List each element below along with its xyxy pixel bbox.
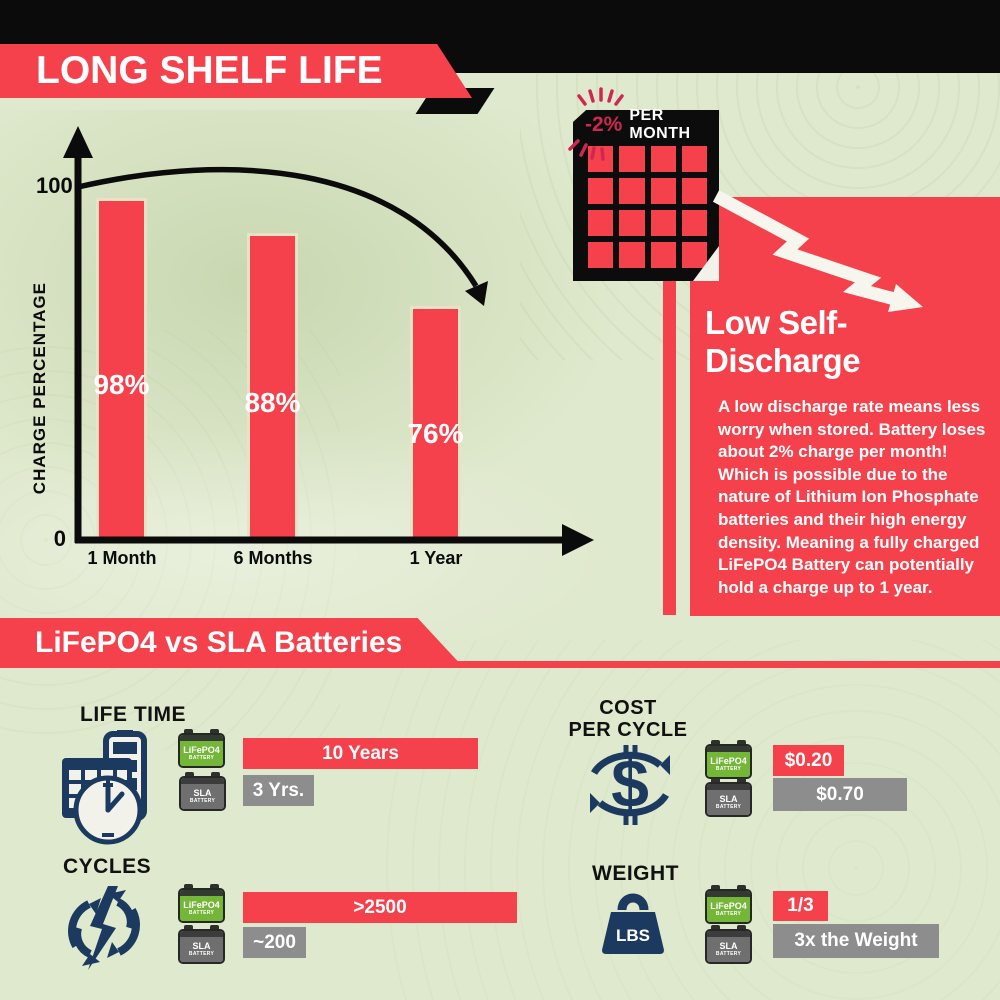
y-axis-tick-100: 100 [36,173,73,198]
sla-battery-icon: SLA BATTERY [705,925,752,964]
x-axis-category: 6 Months [233,548,313,568]
comparison-title: LiFePO4 vs SLA Batteries [35,626,403,659]
cycles-sla-bar: ~200 [243,927,306,958]
weight-sla-bar: 3x the Weight [773,924,939,958]
cost-sla-bar: $0.70 [773,778,907,811]
bar-1-month: 98% [93,198,150,540]
bar-6-months: 88% [244,233,301,540]
weight-title: WEIGHT [592,862,679,885]
lifepo4-battery-icon: LiFePO4 BATTERY [705,740,752,779]
y-axis-arrowhead-icon [63,126,93,158]
x-axis-category: 1 Year [409,548,463,568]
svg-text:$: $ [611,746,649,822]
low-self-discharge-panel: Low Self-Discharge A low discharge rate … [690,197,1000,616]
cycles-title: CYCLES [63,855,152,878]
calendar-battery-clock-icon [62,730,147,845]
sla-battery-icon: SLA BATTERY [705,778,752,817]
cost-lifepo4-bar: $0.20 [773,745,844,776]
dollar-cycle-icon: $ [590,745,670,825]
lifepo4-battery-icon: LiFePO4 BATTERY [178,729,225,768]
cost-title: COST PER CYCLE [568,697,688,741]
discharge-rate-suffix: PER MONTH [629,107,691,142]
panel-accent-stripe [663,255,676,615]
sla-battery-icon: SLA BATTERY [179,772,226,811]
x-axis-category: 1 Month [87,548,157,568]
lifetime-lifepo4-bar: 10 Years [243,738,478,769]
lifetime-sla-bar: 3 Yrs. [243,775,314,806]
bar-value-label: 98% [93,369,150,400]
sla-battery-icon: SLA BATTERY [178,925,225,964]
svg-text:LBS: LBS [616,926,650,945]
weight-lifepo4-bar: 1/3 [773,891,828,921]
panel-body-text: A low discharge rate means less worry wh… [718,397,986,597]
comparison-ribbon: LiFePO4 vs SLA Batteries [0,618,464,668]
lifetime-title: LIFE TIME [80,703,186,726]
bar-value-label: 76% [407,418,464,450]
background-blob [0,420,620,640]
lifepo4-battery-icon: LiFePO4 BATTERY [178,884,225,923]
decline-arrowhead-icon [465,281,488,306]
cycles-lifepo4-bar: >2500 [243,892,517,923]
y-axis-label: CHARGE PERCENTAGE [30,282,49,495]
calendar-caption: -2% PER MONTH [573,107,719,142]
calendar-grid [588,146,707,268]
title-ribbon: LONG SHELF LIFE [0,44,472,98]
page-title: LONG SHELF LIFE [36,49,383,92]
lifepo4-battery-icon: LiFePO4 BATTERY [705,885,752,924]
recycle-bolt-icon [68,886,140,970]
panel-title: Low Self-Discharge [705,304,861,379]
banner-underline [0,661,1000,668]
bar-1-year: 76% [407,306,464,540]
y-axis-tick-0: 0 [53,526,66,551]
weight-bag-icon: LBS [602,893,664,954]
x-axis-arrowhead-icon [562,524,594,556]
discharge-rate-badge: -2% [585,113,623,136]
bar-value-label: 88% [244,386,301,418]
